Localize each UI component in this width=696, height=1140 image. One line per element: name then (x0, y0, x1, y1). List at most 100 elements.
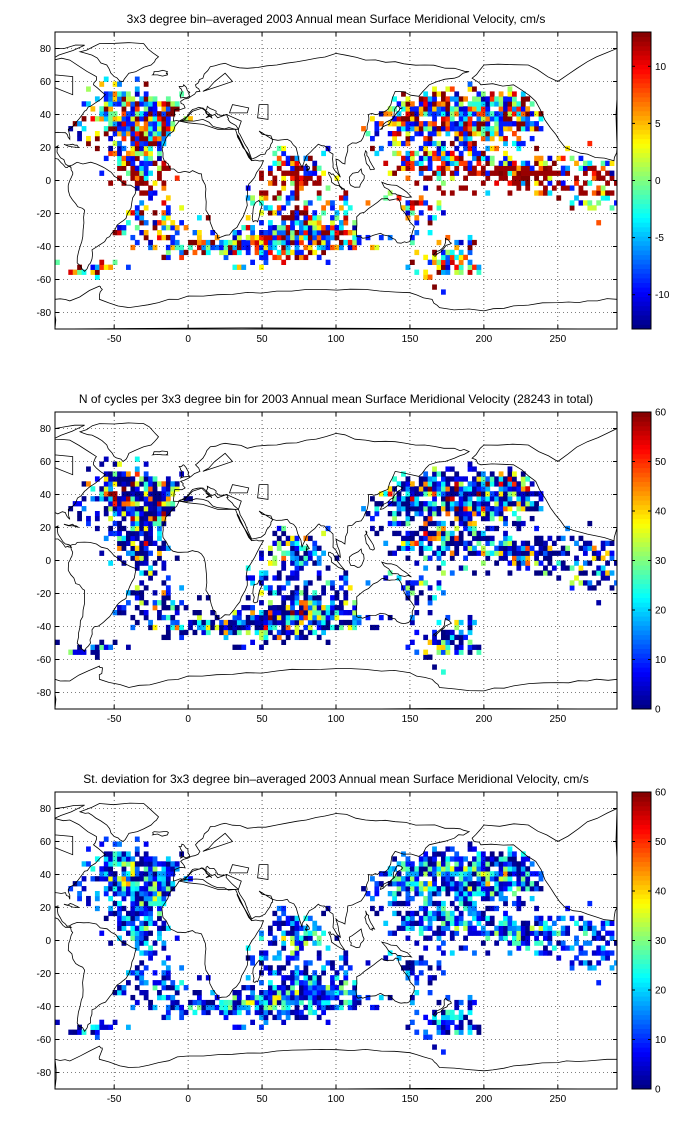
bin-cell (325, 619, 331, 626)
bin-cell (134, 940, 140, 946)
bin-cell (423, 91, 429, 97)
bin-cell (290, 160, 295, 166)
coastline-philippines (364, 149, 376, 171)
bin-cell (214, 1004, 220, 1011)
bin-cell (121, 610, 127, 616)
bin-cell (396, 116, 402, 122)
bin-cell (423, 121, 429, 127)
bin-cell (436, 155, 442, 162)
bin-cell (454, 920, 460, 926)
bin-cell (161, 234, 167, 241)
bin-cell (454, 160, 460, 166)
bin-cell (254, 999, 260, 1006)
bin-cell (392, 150, 397, 157)
bin-cell (378, 491, 384, 497)
y-tick-label: 20 (40, 903, 52, 914)
bin-cell (423, 155, 429, 162)
bin-cell (139, 160, 145, 166)
bin-cell (525, 501, 531, 507)
bin-cell (427, 481, 433, 487)
bin-cell (281, 170, 287, 176)
bin-cell (347, 965, 353, 971)
colorbar-segment (632, 977, 651, 983)
bin-cell (427, 654, 433, 660)
colorbar-segment (632, 1024, 651, 1030)
bin-cell (454, 535, 460, 542)
bin-cell (130, 131, 136, 137)
bin-cell (103, 535, 109, 542)
y-tick-label: 80 (40, 44, 52, 55)
bin-cell (498, 555, 504, 561)
bin-cell (303, 234, 309, 241)
bin-cell (414, 540, 420, 546)
bin-cell (396, 126, 402, 132)
bin-cell (139, 481, 145, 487)
bin-cell (267, 1009, 273, 1016)
bin-cell (165, 106, 171, 112)
bin-cell (445, 486, 451, 492)
bin-cell (130, 106, 136, 112)
bin-cell (330, 624, 335, 631)
bin-cell (507, 86, 513, 92)
bin-cell (143, 96, 149, 102)
bin-cell (263, 1014, 269, 1021)
bin-cell (307, 605, 313, 611)
bin-cell (578, 945, 584, 951)
bin-cell (281, 160, 287, 166)
colorbar-segment (632, 982, 651, 988)
bin-cell (449, 856, 455, 862)
bin-cell (192, 610, 198, 616)
bin-cell (134, 520, 140, 527)
bin-cell (125, 506, 131, 512)
bin-cell (396, 861, 402, 867)
bin-cell (356, 239, 362, 246)
bin-cell (143, 925, 149, 931)
bin-cell (112, 491, 118, 497)
bin-cell (307, 624, 313, 631)
bin-cell (591, 205, 597, 211)
bin-cell (143, 230, 149, 236)
bin-cell (196, 990, 202, 996)
bin-cell (472, 101, 477, 107)
bin-cell (121, 866, 127, 872)
bin-cell (582, 180, 588, 186)
bin-cell (361, 886, 366, 892)
bin-cell (148, 619, 153, 626)
bin-cell (139, 920, 145, 926)
bin-cell (121, 915, 127, 922)
bin-cell (449, 920, 455, 926)
bin-cell (148, 506, 153, 512)
bin-cell (449, 871, 455, 877)
bin-cell (263, 239, 269, 246)
bin-cell (489, 535, 495, 542)
bin-cell (299, 565, 304, 571)
bin-cell (121, 856, 127, 862)
bin-cell (321, 624, 326, 631)
bin-cell (414, 269, 420, 275)
bin-cell (143, 190, 149, 196)
bin-cell (299, 1009, 304, 1016)
bin-cell (343, 975, 349, 981)
bin-cell (250, 955, 256, 961)
bin-cell (516, 930, 522, 936)
bin-cell (130, 155, 136, 162)
bin-cell (520, 476, 526, 482)
bin-cell (148, 190, 153, 196)
bin-cell (121, 91, 127, 97)
bin-cell (148, 999, 153, 1006)
bin-cell (511, 486, 517, 492)
bin-cell (99, 1019, 105, 1025)
bin-cell (520, 140, 526, 147)
bin-cell (143, 856, 149, 862)
bin-cell (534, 506, 539, 512)
bin-cell (281, 624, 287, 631)
bin-cell (480, 121, 486, 127)
colorbar-segment (632, 486, 651, 492)
colorbar-segment (632, 1005, 651, 1011)
bin-cell (148, 160, 153, 166)
bin-cell (321, 999, 326, 1006)
bin-cell (503, 920, 508, 926)
bin-cell (454, 881, 460, 887)
bin-cell (418, 476, 424, 482)
bin-cell (516, 496, 522, 502)
